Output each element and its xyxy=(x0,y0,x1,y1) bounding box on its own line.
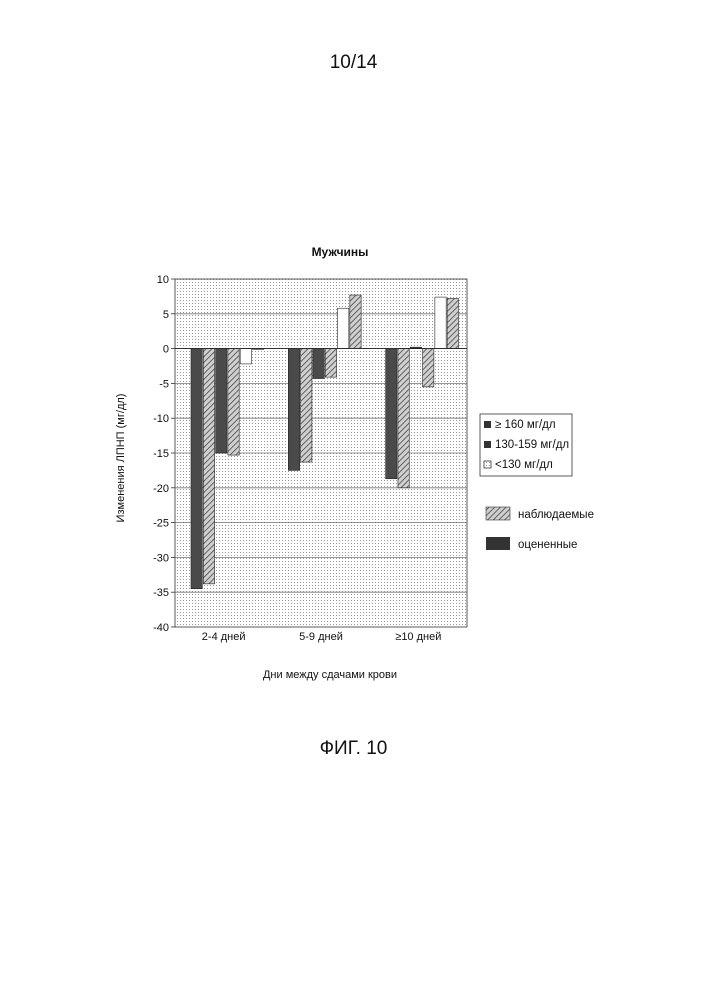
y-tick-label: 0 xyxy=(163,344,169,356)
y-tick-label: -25 xyxy=(153,518,169,530)
bar xyxy=(216,349,227,453)
bar xyxy=(338,308,349,348)
legend-swatch-observed xyxy=(486,507,510,520)
bar xyxy=(228,349,239,455)
legend-swatch-mid xyxy=(484,441,491,448)
chart-title: Мужчины xyxy=(312,245,369,259)
y-tick-label: -10 xyxy=(153,413,169,425)
figure-label: ФИГ. 10 xyxy=(0,738,707,760)
legend-type-estimated: оцененные xyxy=(518,539,577,551)
y-tick-label: -30 xyxy=(153,552,169,564)
legend-levels: ≥ 160 мг/дл 130-159 мг/дл <130 мг/дл xyxy=(480,414,572,476)
y-tick-label: 10 xyxy=(157,274,169,286)
legend-level-low: <130 мг/дл xyxy=(495,459,553,471)
bar xyxy=(288,349,299,471)
bar xyxy=(301,349,312,462)
legend-swatch-estimated xyxy=(486,537,510,550)
bar xyxy=(447,298,458,348)
y-tick-label: -20 xyxy=(153,483,169,495)
y-tick-label: -15 xyxy=(153,448,169,460)
bar xyxy=(386,349,397,479)
plot-area: 10 5 0 -5 -10 -15 -20 -25 -30 -35 -40 2-4 дней 5-9 д… xyxy=(153,274,467,643)
bar xyxy=(435,297,446,349)
bar xyxy=(313,349,324,379)
y-axis-title: Изменения ЛПНП (мг/дл) xyxy=(115,394,127,523)
y-tick-label: -5 xyxy=(159,378,169,390)
y-tick-label: 5 xyxy=(163,309,169,321)
legend-level-high: ≥ 160 мг/дл xyxy=(495,419,556,431)
x-axis-title: Дни между сдачами крови xyxy=(263,669,397,681)
legend-types: наблюдаемые оцененные xyxy=(486,507,594,551)
legend-swatch-high xyxy=(484,421,491,428)
bar xyxy=(423,349,434,387)
y-tick-label: -40 xyxy=(153,622,169,634)
x-tick-label: 2-4 дней xyxy=(202,631,246,643)
bar xyxy=(240,349,251,364)
bar xyxy=(325,349,336,378)
legend-swatch-low xyxy=(484,461,491,468)
bar xyxy=(350,295,361,349)
bar xyxy=(398,349,409,488)
legend-level-mid: 130-159 мг/дл xyxy=(495,439,569,451)
bar xyxy=(191,349,202,589)
y-tick-label: -35 xyxy=(153,587,169,599)
legend-type-observed: наблюдаемые xyxy=(518,509,594,521)
x-tick-label: 5-9 дней xyxy=(299,631,343,643)
bar xyxy=(203,349,214,584)
x-tick-label: ≥10 дней xyxy=(395,631,441,643)
